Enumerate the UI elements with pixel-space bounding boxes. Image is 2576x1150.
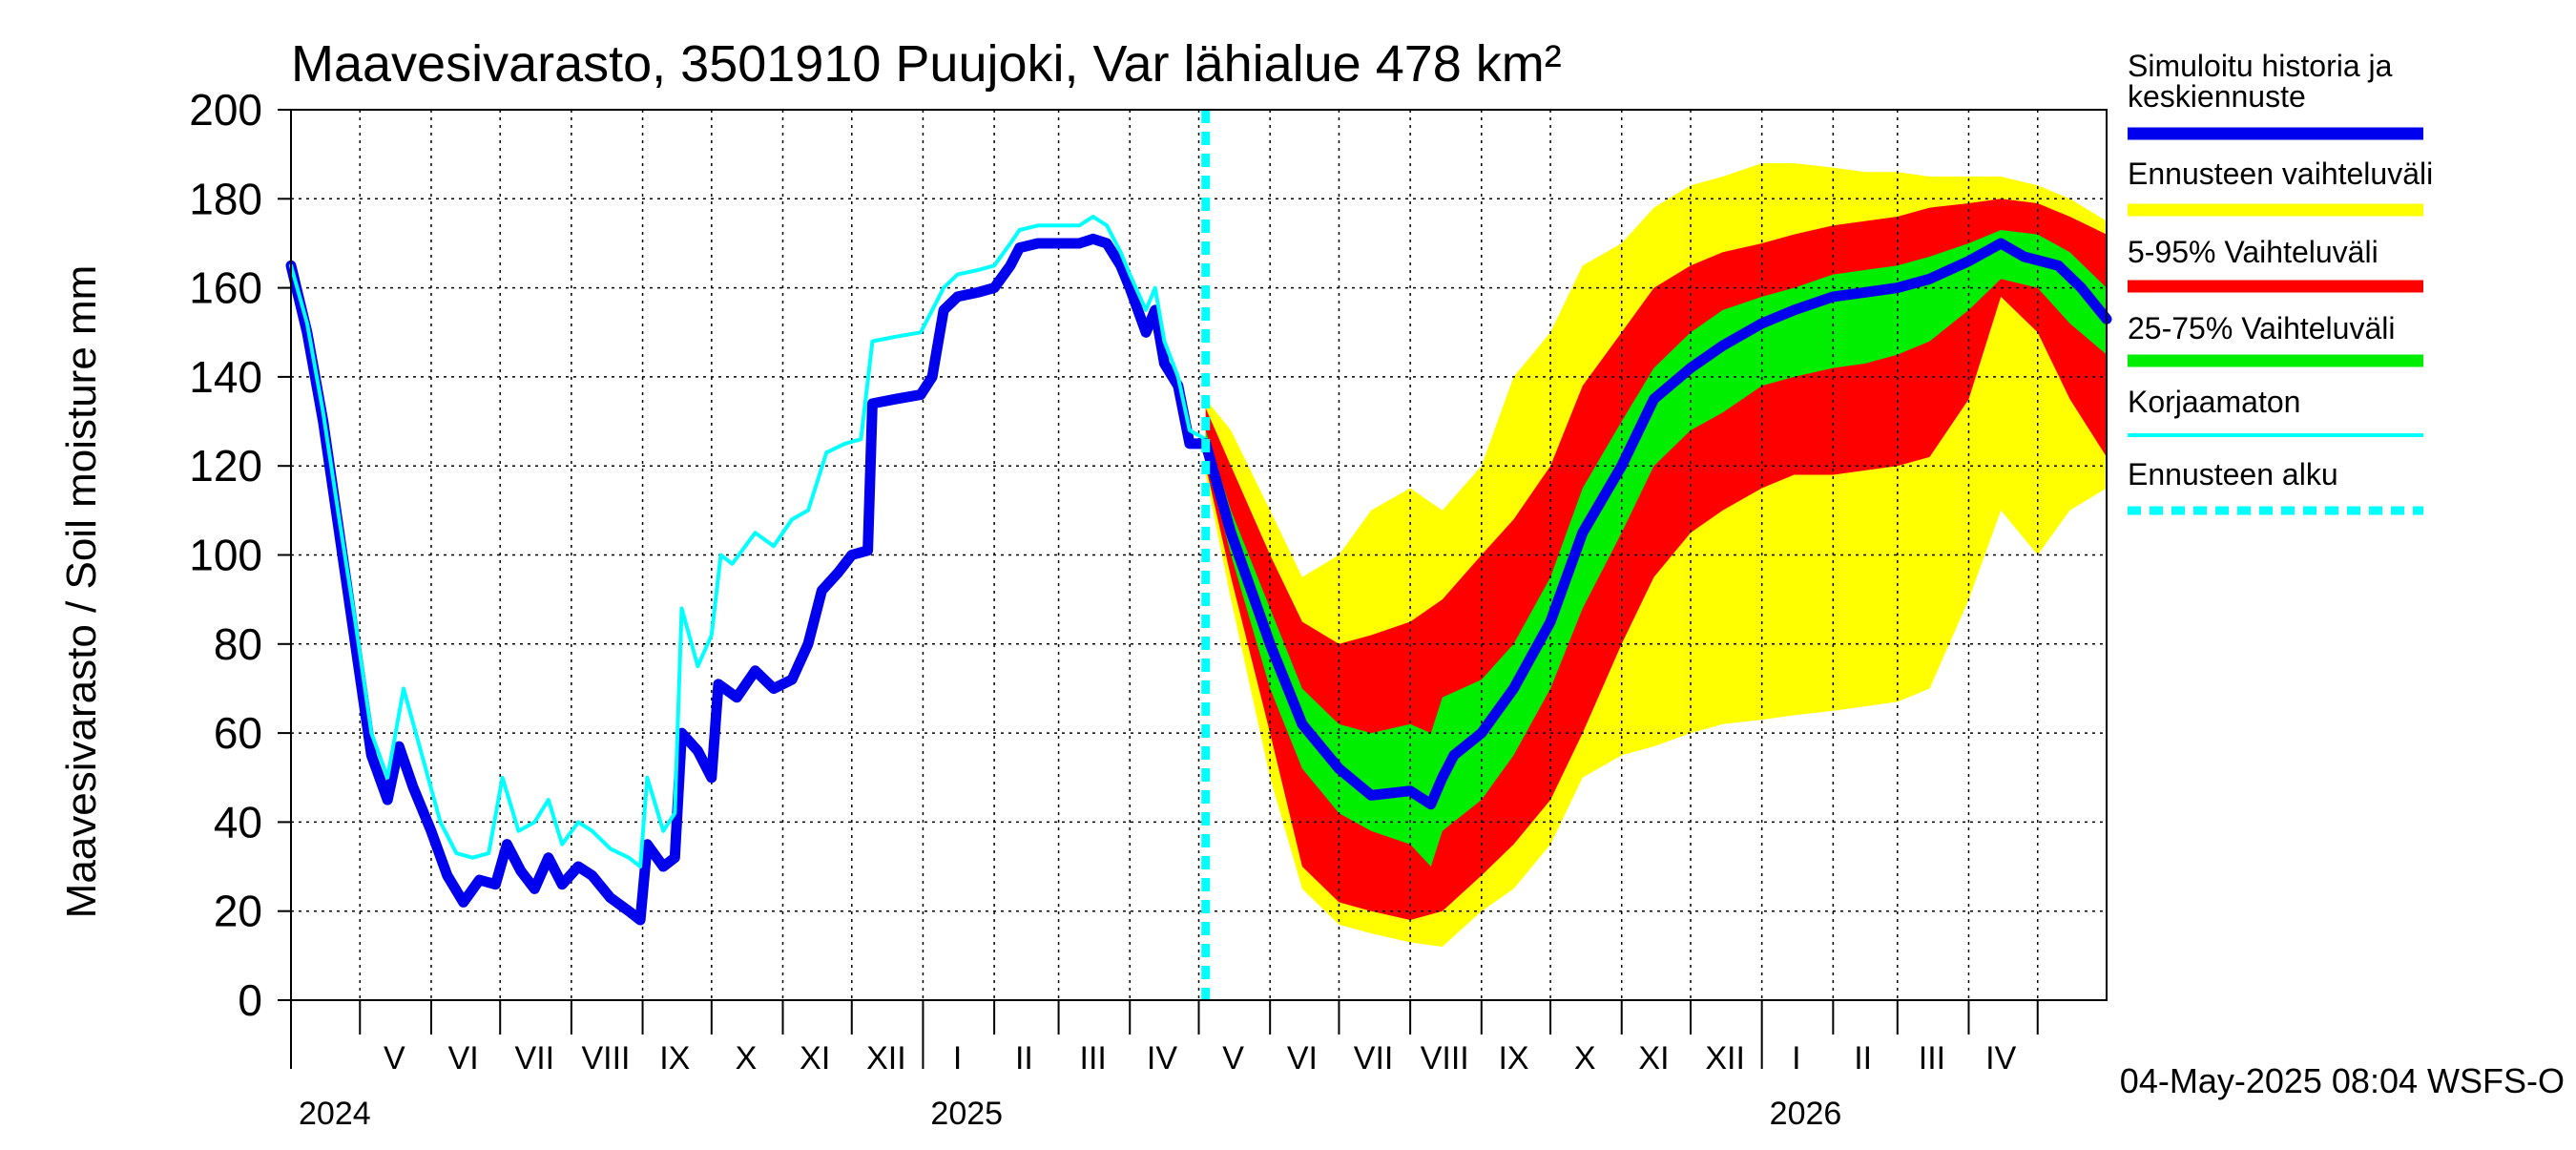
y-tick-label-200: 200 xyxy=(189,85,262,135)
x-month-label-6: X xyxy=(736,1040,758,1077)
y-tick-label-100: 100 xyxy=(189,531,262,580)
x-month-label-1: V xyxy=(384,1040,405,1077)
legend-label-3: 5-95% Vaihteluväli xyxy=(2128,235,2379,269)
x-month-label-7: XI xyxy=(800,1040,830,1077)
timestamp-footer: 04-May-2025 08:04 WSFS-O xyxy=(2120,1061,2565,1100)
legend-item-6: Ennusteen alku xyxy=(2128,457,2423,515)
x-month-label-22: II xyxy=(1854,1040,1872,1077)
x-month-label-15: VII xyxy=(1354,1040,1394,1077)
x-month-label-16: VIII xyxy=(1421,1040,1469,1077)
series-line-1 xyxy=(285,233,1212,926)
legend-label-2: Ennusteen vaihteluväli xyxy=(2128,157,2433,191)
series-line-2 xyxy=(289,215,1208,868)
legend-item-3: 5-95% Vaihteluväli xyxy=(2128,235,2423,293)
legend-label-4: 25-75% Vaihteluväli xyxy=(2128,311,2395,345)
legend-item-2: Ennusteen vaihteluväli xyxy=(2128,157,2433,217)
y-axis-label: Maavesivarasto / Soil moisture mm xyxy=(58,265,105,919)
x-month-label-20: XII xyxy=(1705,1040,1745,1077)
y-tick-label-140: 140 xyxy=(189,352,262,402)
x-month-label-12: IV xyxy=(1147,1040,1177,1077)
x-month-label-5: IX xyxy=(659,1040,690,1077)
x-month-label-4: VIII xyxy=(581,1040,630,1077)
y-tick-label-20: 20 xyxy=(214,887,262,936)
chart-title: Maavesivarasto, 3501910 Puujoki, Var läh… xyxy=(291,35,1562,93)
x-month-label-24: IV xyxy=(1985,1040,2016,1077)
legend-label-1-b: keskiennuste xyxy=(2128,79,2306,114)
x-month-label-3: VII xyxy=(515,1040,555,1077)
legend-item-4: 25-75% Vaihteluväli xyxy=(2128,311,2423,367)
x-year-label-2024: 2024 xyxy=(299,1096,371,1132)
legend-label-6: Ennusteen alku xyxy=(2128,457,2338,491)
x-month-label-10: II xyxy=(1015,1040,1033,1077)
x-month-label-14: VI xyxy=(1287,1040,1318,1077)
x-month-label-21: I xyxy=(1792,1040,1800,1077)
y-tick-label-80: 80 xyxy=(214,619,262,669)
x-month-label-11: III xyxy=(1080,1040,1107,1077)
x-month-label-17: IX xyxy=(1498,1040,1528,1077)
x-month-label-9: I xyxy=(953,1040,962,1077)
x-year-label-2025: 2025 xyxy=(930,1096,1003,1132)
x-year-label-2026: 2026 xyxy=(1770,1096,1842,1132)
y-tick-label-40: 40 xyxy=(214,797,262,847)
legend-label-5: Korjaamaton xyxy=(2128,385,2300,419)
x-month-label-18: X xyxy=(1574,1040,1596,1077)
x-month-label-8: XII xyxy=(866,1040,906,1077)
y-tick-label-180: 180 xyxy=(189,174,262,223)
legend-item-5: Korjaamaton xyxy=(2128,385,2423,437)
x-month-label-13: V xyxy=(1222,1040,1244,1077)
legend-label-1: Simuloitu historia ja xyxy=(2128,49,2393,83)
y-tick-label-160: 160 xyxy=(189,263,262,313)
x-month-label-23: III xyxy=(1919,1040,1945,1077)
series-line-3 xyxy=(1200,238,2112,810)
y-tick-label-120: 120 xyxy=(189,441,262,491)
y-tick-label-60: 60 xyxy=(214,708,262,758)
x-month-label-19: XI xyxy=(1638,1040,1669,1077)
x-month-label-2: VI xyxy=(448,1040,479,1077)
y-tick-label-0: 0 xyxy=(238,975,262,1025)
